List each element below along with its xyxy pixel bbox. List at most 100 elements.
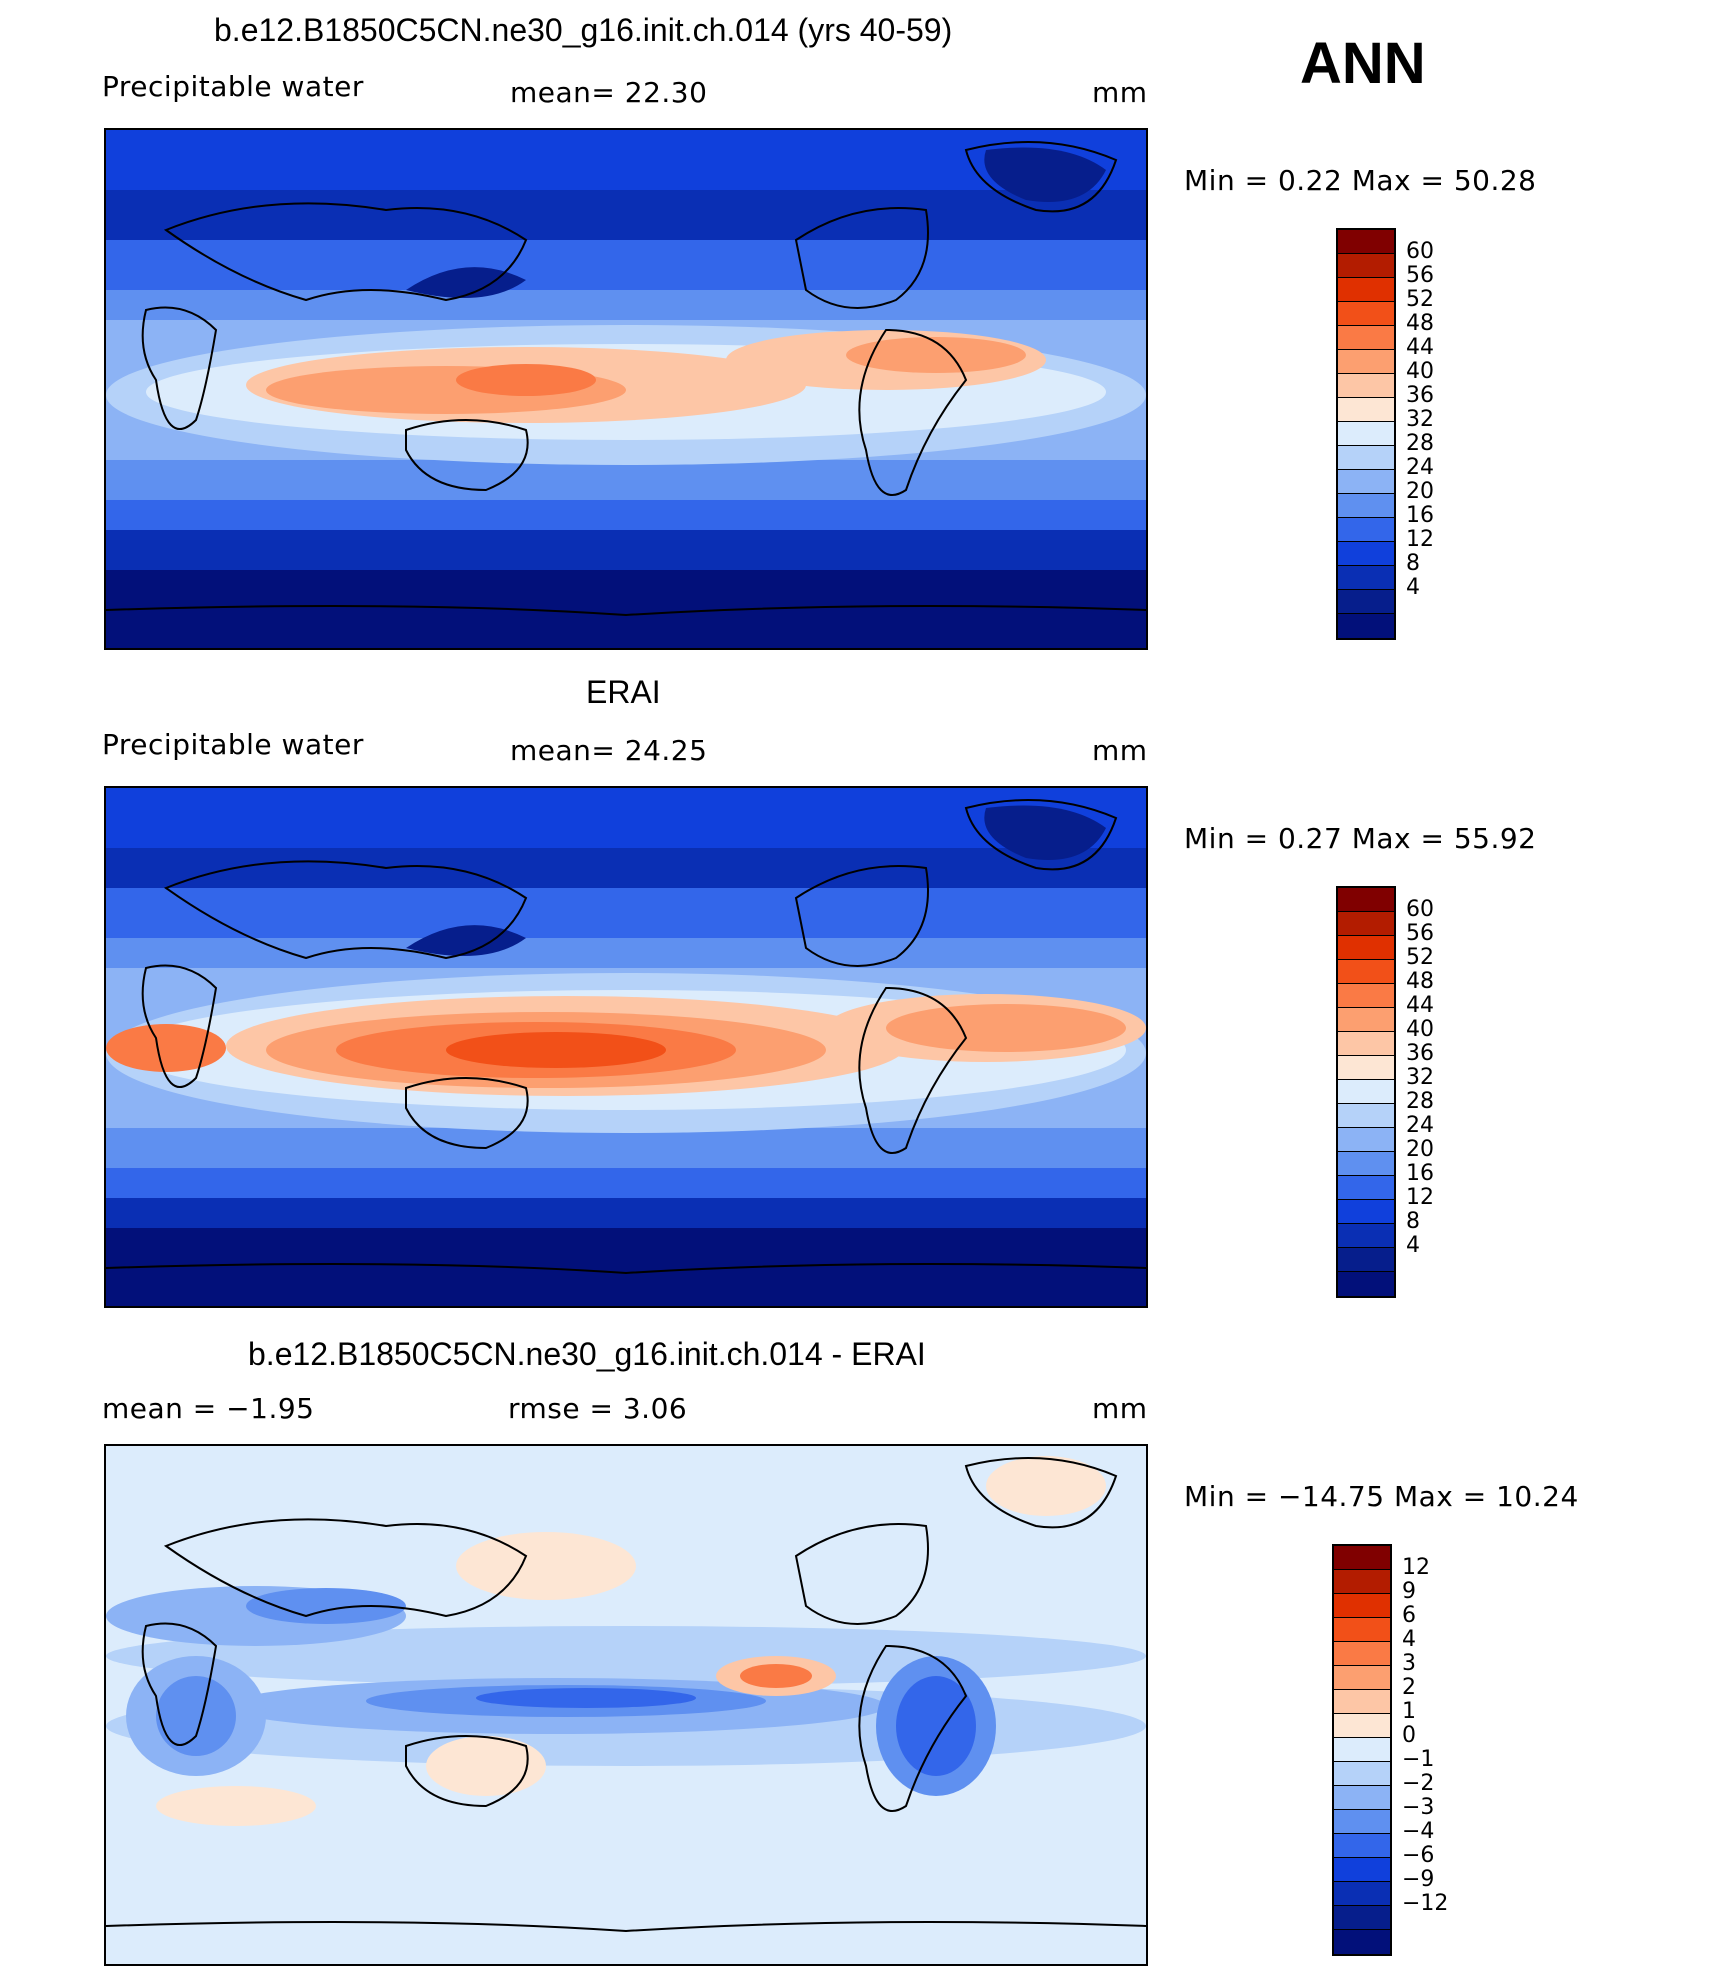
colorbar-swatch — [1334, 1570, 1390, 1594]
colorbar-swatch — [1338, 1104, 1394, 1128]
colorbar-swatch — [1338, 1224, 1394, 1248]
colorbar-tick-label: 4 — [1406, 575, 1420, 600]
colorbar-tick-label: −2 — [1402, 1771, 1435, 1796]
colorbar-swatch — [1334, 1906, 1390, 1930]
colorbar-tick-label: 6 — [1402, 1603, 1416, 1628]
colorbar-tick-label: −3 — [1402, 1795, 1435, 1820]
colorbar-swatch — [1338, 1200, 1394, 1224]
colorbar-tick-label: 8 — [1406, 551, 1420, 576]
colorbar-tick-label: 44 — [1406, 335, 1434, 360]
colorbar-swatch — [1334, 1786, 1390, 1810]
season-label: ANN — [1300, 31, 1426, 96]
colorbar-tick-label: −12 — [1402, 1891, 1449, 1916]
colorbar-tick-label: 1 — [1402, 1699, 1416, 1724]
colorbar-swatch — [1338, 446, 1394, 470]
colorbar-tick-label: 56 — [1406, 921, 1434, 946]
panel-2-mean-label: mean= 24.25 — [510, 734, 708, 767]
panel-2-title: ERAI — [586, 674, 661, 710]
colorbar-swatch — [1338, 936, 1394, 960]
colorbar-swatch — [1338, 326, 1394, 350]
panel-3-colorbar — [1332, 1544, 1392, 1956]
colorbar-swatch — [1334, 1666, 1390, 1690]
colorbar-tick-label: −6 — [1402, 1843, 1435, 1868]
colorbar-swatch — [1338, 422, 1394, 446]
colorbar-tick-label: 36 — [1406, 1041, 1434, 1066]
colorbar-swatch — [1338, 518, 1394, 542]
colorbar-swatch — [1338, 1032, 1394, 1056]
colorbar-tick-label: 4 — [1402, 1627, 1416, 1652]
colorbar-tick-label: 28 — [1406, 1089, 1434, 1114]
colorbar-tick-label: 12 — [1406, 527, 1434, 552]
colorbar-swatch — [1334, 1762, 1390, 1786]
colorbar-tick-label: 20 — [1406, 479, 1434, 504]
colorbar-tick-label: 20 — [1406, 1137, 1434, 1162]
colorbar-swatch — [1334, 1594, 1390, 1618]
panel-3-units: mm — [1092, 1392, 1148, 1425]
colorbar-swatch — [1338, 374, 1394, 398]
colorbar-swatch — [1338, 398, 1394, 422]
panel-2-map — [104, 786, 1148, 1308]
panel-3-title: b.e12.B1850C5CN.ne30_g16.init.ch.014 - E… — [248, 1336, 926, 1372]
panel-1-colorbar — [1336, 228, 1396, 640]
colorbar-tick-label: 16 — [1406, 503, 1434, 528]
colorbar-tick-label: 3 — [1402, 1651, 1416, 1676]
colorbar-tick-label: 36 — [1406, 383, 1434, 408]
colorbar-tick-label: 56 — [1406, 263, 1434, 288]
colorbar-swatch — [1338, 1056, 1394, 1080]
colorbar-swatch — [1338, 1128, 1394, 1152]
colorbar-swatch — [1338, 912, 1394, 936]
colorbar-swatch — [1338, 542, 1394, 566]
panel-3-rmse-label: rmse = 3.06 — [508, 1392, 688, 1425]
colorbar-tick-label: 48 — [1406, 969, 1434, 994]
colorbar-tick-label: 24 — [1406, 1113, 1434, 1138]
panel-3-minmax: Min = −14.75 Max = 10.24 — [1184, 1480, 1579, 1513]
colorbar-tick-label: 44 — [1406, 993, 1434, 1018]
colorbar-swatch — [1338, 1008, 1394, 1032]
panel-1-map — [104, 128, 1148, 650]
colorbar-swatch — [1338, 302, 1394, 326]
colorbar-tick-label: 28 — [1406, 431, 1434, 456]
colorbar-swatch — [1338, 494, 1394, 518]
colorbar-tick-label: 12 — [1402, 1555, 1430, 1580]
colorbar-swatch — [1338, 230, 1394, 254]
colorbar-swatch — [1338, 566, 1394, 590]
colorbar-swatch — [1338, 470, 1394, 494]
panel-3-map-graphic — [106, 1446, 1146, 1964]
colorbar-swatch — [1334, 1834, 1390, 1858]
colorbar-tick-label: 40 — [1406, 359, 1434, 384]
panel-2-colorbar — [1336, 886, 1396, 1298]
colorbar-tick-label: 2 — [1402, 1675, 1416, 1700]
colorbar-tick-label: 32 — [1406, 1065, 1434, 1090]
colorbar-swatch — [1338, 278, 1394, 302]
panel-1-minmax: Min = 0.22 Max = 50.28 — [1184, 164, 1537, 197]
colorbar-tick-label: −4 — [1402, 1819, 1435, 1844]
colorbar-tick-label: 60 — [1406, 897, 1434, 922]
colorbar-swatch — [1334, 1642, 1390, 1666]
colorbar-tick-label: 48 — [1406, 311, 1434, 336]
panel-1-map-graphic — [106, 130, 1146, 648]
colorbar-swatch — [1338, 1272, 1394, 1296]
colorbar-swatch — [1338, 614, 1394, 638]
colorbar-tick-label: 0 — [1402, 1723, 1416, 1748]
colorbar-swatch — [1338, 1176, 1394, 1200]
panel-3-mean-label: mean = −1.95 — [102, 1392, 315, 1425]
colorbar-swatch — [1334, 1930, 1390, 1954]
colorbar-swatch — [1338, 350, 1394, 374]
colorbar-swatch — [1334, 1618, 1390, 1642]
colorbar-tick-label: 32 — [1406, 407, 1434, 432]
colorbar-swatch — [1334, 1858, 1390, 1882]
colorbar-swatch — [1334, 1690, 1390, 1714]
panel-1-variable-label: Precipitable water — [102, 70, 364, 103]
colorbar-swatch — [1338, 984, 1394, 1008]
colorbar-tick-label: 52 — [1406, 945, 1434, 970]
panel-1-units: mm — [1092, 76, 1148, 109]
colorbar-tick-label: 52 — [1406, 287, 1434, 312]
colorbar-tick-label: 12 — [1406, 1185, 1434, 1210]
colorbar-tick-label: 60 — [1406, 239, 1434, 264]
colorbar-swatch — [1338, 888, 1394, 912]
colorbar-swatch — [1334, 1810, 1390, 1834]
colorbar-swatch — [1338, 590, 1394, 614]
panel-2-units: mm — [1092, 734, 1148, 767]
panel-2-variable-label: Precipitable water — [102, 728, 364, 761]
colorbar-swatch — [1338, 1152, 1394, 1176]
